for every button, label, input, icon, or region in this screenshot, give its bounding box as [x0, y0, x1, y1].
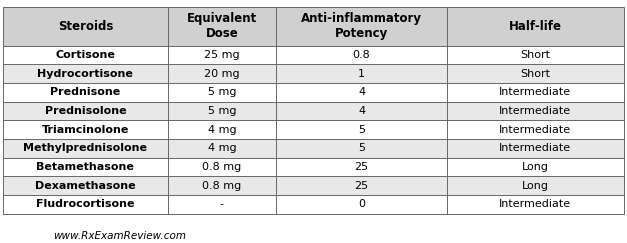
Bar — [447, 176, 624, 195]
Text: Prednisone: Prednisone — [50, 87, 120, 97]
Text: Intermediate: Intermediate — [499, 106, 571, 116]
Text: 1: 1 — [358, 69, 365, 78]
Bar — [3, 83, 167, 102]
Bar — [167, 139, 277, 158]
Bar — [277, 45, 447, 64]
Text: 0.8 mg: 0.8 mg — [203, 162, 241, 172]
Bar — [3, 158, 167, 176]
Text: Equivalent
Dose: Equivalent Dose — [187, 12, 257, 40]
Bar — [167, 176, 277, 195]
Bar — [447, 83, 624, 102]
Text: Half-life: Half-life — [509, 20, 562, 33]
Bar — [167, 45, 277, 64]
Text: 4 mg: 4 mg — [208, 143, 236, 153]
Text: Long: Long — [522, 181, 549, 191]
Bar — [167, 195, 277, 214]
Text: Hydrocortisone: Hydrocortisone — [38, 69, 134, 78]
Bar — [277, 195, 447, 214]
Bar — [447, 64, 624, 83]
Bar — [277, 176, 447, 195]
Bar — [447, 195, 624, 214]
Text: 25: 25 — [354, 181, 369, 191]
Text: Betamethasone: Betamethasone — [36, 162, 134, 172]
Text: 0: 0 — [358, 200, 365, 209]
Bar — [447, 7, 624, 45]
Bar — [277, 7, 447, 45]
Bar — [3, 120, 167, 139]
Bar — [447, 102, 624, 120]
Text: 25: 25 — [354, 162, 369, 172]
Bar — [167, 83, 277, 102]
Bar — [277, 64, 447, 83]
Text: Intermediate: Intermediate — [499, 143, 571, 153]
Text: 5: 5 — [358, 143, 365, 153]
Text: 4 mg: 4 mg — [208, 125, 236, 135]
Bar — [3, 7, 624, 214]
Bar — [3, 139, 167, 158]
Text: 4: 4 — [358, 87, 365, 97]
Bar — [3, 102, 167, 120]
Text: Methylprednisolone: Methylprednisolone — [23, 143, 147, 153]
Text: 5: 5 — [358, 125, 365, 135]
Bar — [167, 158, 277, 176]
Text: Intermediate: Intermediate — [499, 125, 571, 135]
Text: Intermediate: Intermediate — [499, 200, 571, 209]
Bar — [3, 45, 167, 64]
Bar — [167, 102, 277, 120]
Bar — [277, 83, 447, 102]
Bar — [277, 102, 447, 120]
Text: Steroids: Steroids — [58, 20, 113, 33]
Bar — [167, 64, 277, 83]
Text: Long: Long — [522, 162, 549, 172]
Text: 0.8 mg: 0.8 mg — [203, 181, 241, 191]
Bar — [3, 64, 167, 83]
Bar — [3, 7, 167, 45]
Text: Fludrocortisone: Fludrocortisone — [36, 200, 135, 209]
Bar — [167, 120, 277, 139]
Bar — [277, 120, 447, 139]
Text: 5 mg: 5 mg — [208, 106, 236, 116]
Text: 5 mg: 5 mg — [208, 87, 236, 97]
Text: 20 mg: 20 mg — [204, 69, 240, 78]
Text: Intermediate: Intermediate — [499, 87, 571, 97]
Text: Cortisone: Cortisone — [55, 50, 115, 60]
Bar — [447, 139, 624, 158]
Bar — [447, 158, 624, 176]
Bar — [277, 158, 447, 176]
Text: Prednisolone: Prednisolone — [45, 106, 126, 116]
Bar — [277, 139, 447, 158]
Bar — [3, 176, 167, 195]
Bar — [167, 7, 277, 45]
Bar — [3, 195, 167, 214]
Text: www.RxExamReview.com: www.RxExamReview.com — [53, 231, 186, 241]
Text: Short: Short — [520, 50, 551, 60]
Text: Dexamethasone: Dexamethasone — [35, 181, 135, 191]
Text: 25 mg: 25 mg — [204, 50, 240, 60]
Text: Triamcinolone: Triamcinolone — [41, 125, 129, 135]
Bar — [447, 120, 624, 139]
Text: 4: 4 — [358, 106, 365, 116]
Text: 0.8: 0.8 — [353, 50, 371, 60]
Text: Short: Short — [520, 69, 551, 78]
Text: Anti-inflammatory
Potency: Anti-inflammatory Potency — [301, 12, 422, 40]
Bar — [447, 45, 624, 64]
Text: -: - — [220, 200, 224, 209]
